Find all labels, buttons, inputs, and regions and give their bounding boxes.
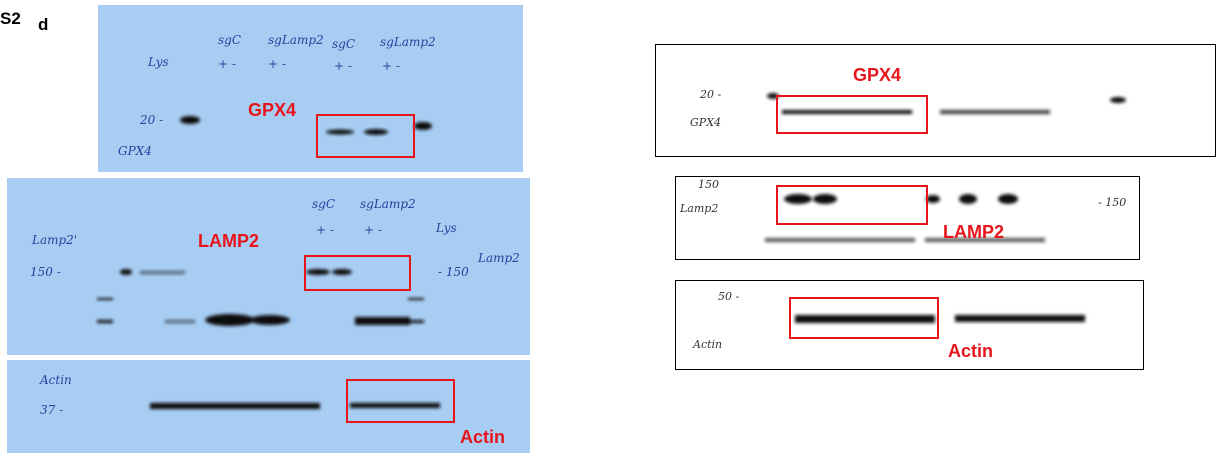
- handwriting: + -: [334, 59, 352, 73]
- handwriting: 150 -: [30, 265, 61, 279]
- target-label: LAMP2: [198, 231, 259, 251]
- handwriting: + -: [268, 57, 286, 71]
- handwriting: Lys: [147, 55, 169, 69]
- handwriting: GPX4: [118, 144, 152, 158]
- membrane: [676, 281, 1144, 370]
- handwriting: sgC: [332, 37, 355, 51]
- handwriting: Actin: [692, 338, 722, 351]
- figure-label: S2: [0, 9, 21, 28]
- membrane: [676, 177, 1140, 260]
- handwriting: - 150: [438, 265, 469, 279]
- handwriting: Lamp2: [477, 251, 520, 265]
- handwriting: sgLamp2: [268, 33, 324, 47]
- right-actin-blot: 50 - Actin Actin: [676, 281, 1144, 370]
- handwriting: sgC: [312, 197, 335, 211]
- left-lamp2-blot: sgC sgLamp2 + - + - Lys Lamp2' 150 - Lam…: [7, 178, 530, 355]
- handwriting: 20 -: [699, 88, 721, 101]
- handwriting: + -: [316, 223, 334, 237]
- panel-label: d: [38, 15, 48, 34]
- figure: S2 d Lys sgC sgLamp2 sgC sgLamp2 + - + -…: [0, 0, 1217, 456]
- target-label: Actin: [948, 341, 993, 361]
- handwriting: - 150: [1098, 196, 1126, 209]
- handwriting: + -: [218, 57, 236, 71]
- target-label: LAMP2: [943, 222, 1004, 242]
- handwriting: GPX4: [690, 116, 721, 129]
- handwriting: 50 -: [718, 290, 739, 303]
- membrane: [98, 5, 523, 172]
- membrane: [656, 45, 1216, 157]
- left-gpx4-blot: Lys sgC sgLamp2 sgC sgLamp2 + - + - + - …: [98, 5, 523, 172]
- handwriting: 20 -: [139, 113, 163, 127]
- handwriting: Lamp2: [679, 202, 718, 215]
- handwriting: + -: [364, 223, 382, 237]
- handwriting: sgC: [218, 33, 241, 47]
- target-label: GPX4: [248, 100, 296, 120]
- target-label: GPX4: [853, 65, 901, 85]
- handwriting: Actin: [39, 373, 72, 387]
- handwriting: 37 -: [40, 403, 63, 417]
- left-actin-blot: Actin 37 - Actin: [7, 360, 530, 453]
- right-lamp2-blot: 150 Lamp2 - 150 LAMP2: [676, 177, 1140, 260]
- right-gpx4-blot: 20 - GPX4 GPX4: [656, 45, 1216, 157]
- handwriting: 150: [698, 178, 719, 191]
- handwriting: Lamp2': [31, 233, 77, 247]
- handwriting: Lys: [435, 221, 457, 235]
- handwriting: sgLamp2: [380, 35, 436, 49]
- target-label: Actin: [460, 427, 505, 447]
- handwriting: sgLamp2: [360, 197, 416, 211]
- handwriting: + -: [382, 59, 400, 73]
